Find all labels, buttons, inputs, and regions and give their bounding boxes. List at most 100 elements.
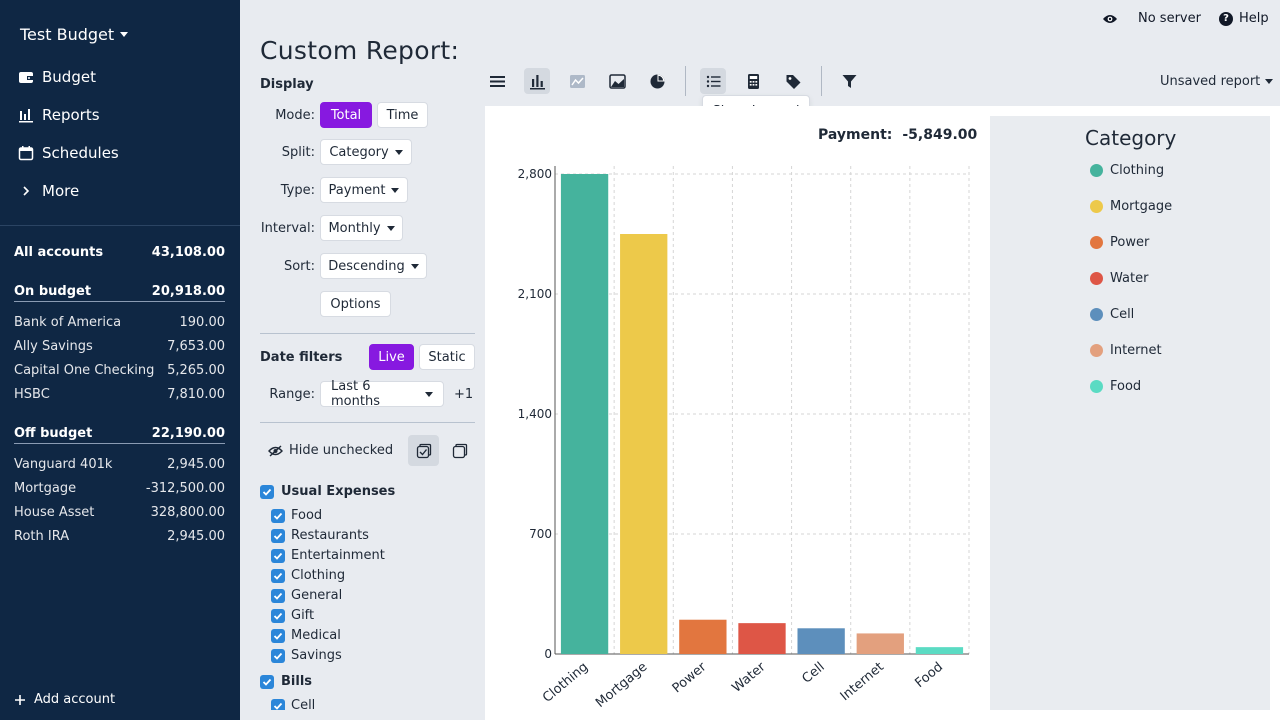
report-selector[interactable]: Unsaved report: [1160, 74, 1274, 89]
account-row[interactable]: HSBC 7,810.00: [14, 387, 225, 402]
category-label: Clothing: [291, 568, 346, 583]
show-summary-button[interactable]: [740, 68, 766, 94]
pie-chart-button[interactable]: [644, 68, 670, 94]
interval-label: Interval:: [260, 221, 315, 236]
category-label: Cell: [291, 698, 316, 710]
eye-off-icon: [268, 444, 283, 457]
check-icon: [273, 592, 283, 600]
on-budget-row[interactable]: On budget 20,918.00: [14, 284, 225, 302]
checkbox-category[interactable]: [271, 629, 285, 643]
range-extra[interactable]: +1: [454, 387, 474, 402]
legend-label: Water: [1110, 271, 1149, 286]
toolbar-divider: [821, 66, 822, 96]
hide-unchecked-button[interactable]: Hide unchecked: [268, 443, 393, 458]
account-row[interactable]: Vanguard 401k 2,945.00: [14, 457, 225, 472]
table-view-button[interactable]: [484, 68, 510, 94]
sort-select[interactable]: Descending: [320, 253, 427, 279]
live-button[interactable]: Live: [369, 344, 414, 370]
line-chart-button[interactable]: [564, 68, 590, 94]
mode-label: Mode:: [275, 108, 315, 123]
legend-swatch: [1090, 164, 1103, 177]
account-row[interactable]: House Asset 328,800.00: [14, 505, 225, 520]
checkbox-category[interactable]: [271, 549, 285, 563]
show-labels-button[interactable]: [780, 68, 806, 94]
mode-time-button[interactable]: Time: [377, 102, 428, 128]
show-legend-button[interactable]: [700, 68, 726, 94]
report-summary: Payment: -5,849.00: [818, 127, 977, 143]
display-heading: Display: [260, 77, 314, 92]
account-balance: 5,265.00: [167, 363, 225, 378]
category-label: Entertainment: [291, 548, 385, 563]
options-button[interactable]: Options: [320, 291, 391, 317]
bar-chart-button[interactable]: [524, 68, 550, 94]
add-account-button[interactable]: Add account: [14, 692, 115, 707]
chevron-down-icon: [425, 391, 433, 397]
legend-item: Internet: [1090, 343, 1162, 358]
help-button[interactable]: ? Help: [1219, 11, 1269, 26]
checkbox-category[interactable]: [271, 649, 285, 663]
check-icon: [273, 552, 283, 560]
interval-select[interactable]: Monthly: [320, 215, 403, 241]
y-tick-label: 0: [544, 647, 552, 661]
type-select[interactable]: Payment: [320, 177, 408, 203]
checkbox-category[interactable]: [271, 609, 285, 623]
account-row[interactable]: Mortgage -312,500.00: [14, 481, 225, 496]
account-row[interactable]: Capital One Checking 5,265.00: [14, 363, 225, 378]
split-label: Split:: [281, 145, 315, 160]
all-accounts-row[interactable]: All accounts 43,108.00: [14, 245, 225, 260]
server-status[interactable]: No server: [1102, 11, 1201, 26]
account-balance: 328,800.00: [150, 505, 225, 520]
bar-mortgage: [620, 234, 668, 654]
account-name: Bank of America: [14, 315, 122, 330]
bar-food: [915, 647, 964, 654]
legend-swatch: [1090, 200, 1103, 213]
check-icon: [262, 678, 272, 686]
account-row[interactable]: Bank of America 190.00: [14, 315, 225, 330]
check-icon: [273, 702, 283, 710]
uncheck-all-button[interactable]: [444, 435, 475, 466]
type-value: Payment: [328, 182, 386, 198]
budget-name: Test Budget: [20, 25, 115, 44]
nav-reports[interactable]: Reports: [18, 106, 100, 124]
legend-label: Mortgage: [1110, 199, 1173, 214]
filter-button[interactable]: [836, 68, 862, 94]
range-select[interactable]: Last 6 months: [320, 379, 444, 409]
area-chart-button[interactable]: [604, 68, 630, 94]
chevron-down-icon: [410, 263, 419, 269]
split-select[interactable]: Category: [320, 139, 412, 165]
checkbox-category[interactable]: [271, 569, 285, 583]
static-button[interactable]: Static: [419, 344, 475, 370]
off-budget-row[interactable]: Off budget 22,190.00: [14, 426, 225, 444]
summary-label: Payment:: [818, 127, 893, 143]
tag-icon: [786, 74, 800, 89]
help-icon: ?: [1219, 11, 1233, 26]
page-title: Custom Report:: [260, 36, 460, 65]
panel-divider: [260, 422, 475, 423]
bar-water: [738, 623, 786, 654]
budget-selector[interactable]: Test Budget: [20, 25, 129, 44]
checkbox-category[interactable]: [271, 529, 285, 543]
sidebar-divider: [0, 225, 240, 226]
range-label: Range:: [269, 387, 315, 402]
account-balance: 7,653.00: [167, 339, 225, 354]
checkbox-category[interactable]: [271, 699, 285, 710]
nav-more[interactable]: More: [18, 182, 79, 200]
plus-icon: [15, 694, 25, 705]
check-all-button[interactable]: [408, 435, 439, 466]
category-label: Medical: [291, 628, 341, 643]
wallet-icon: [19, 72, 33, 83]
checkbox-category[interactable]: [271, 589, 285, 603]
checkbox-category[interactable]: [271, 509, 285, 523]
nav-budget[interactable]: Budget: [18, 68, 96, 86]
legend-panel: [990, 116, 1270, 710]
eye-icon: [1103, 14, 1117, 23]
account-name: All accounts: [14, 245, 104, 260]
checkbox-group-usual-expenses[interactable]: [260, 485, 274, 499]
mode-total-button[interactable]: Total: [320, 102, 372, 128]
calculator-icon: [747, 73, 759, 89]
nav-schedules[interactable]: Schedules: [18, 144, 119, 162]
account-row[interactable]: Ally Savings 7,653.00: [14, 339, 225, 354]
y-tick-label: 2,800: [518, 167, 552, 181]
account-row[interactable]: Roth IRA 2,945.00: [14, 529, 225, 544]
checkbox-group-bills[interactable]: [260, 675, 274, 689]
